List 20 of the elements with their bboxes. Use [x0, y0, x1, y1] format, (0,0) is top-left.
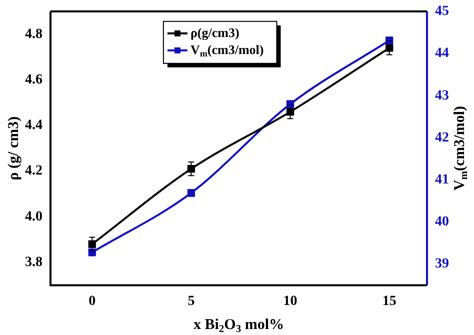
- y-axis-title: ρ (g/ cm3): [6, 116, 22, 180]
- y-tick-label: 4.8: [25, 26, 42, 42]
- y-tick-label: 4.4: [25, 118, 42, 134]
- y-tick-label: 3.8: [25, 254, 42, 270]
- y-tick-label: 4.6: [25, 72, 42, 88]
- y2-axis-title: Vm(cm3/mol): [452, 106, 470, 191]
- y2-tick-label: 41: [435, 172, 449, 188]
- x-tick-label: 10: [283, 294, 298, 310]
- x-tick-label: 5: [188, 294, 195, 310]
- y-tick-label: 4.2: [25, 164, 42, 179]
- y-tick-label: 4.0: [25, 209, 42, 224]
- legend-label: ρ(g/cm3): [190, 24, 240, 40]
- y2-tick-label: 44: [435, 46, 449, 62]
- y2-tick-label: 39: [435, 256, 449, 272]
- y2-tick-label: 45: [435, 4, 449, 20]
- y2-tick-label: 42: [435, 130, 449, 146]
- y2-tick-label: 40: [435, 214, 449, 230]
- y2-tick-label: 43: [435, 88, 449, 104]
- x-tick-label: 15: [382, 294, 396, 310]
- x-tick-label: 0: [88, 294, 96, 310]
